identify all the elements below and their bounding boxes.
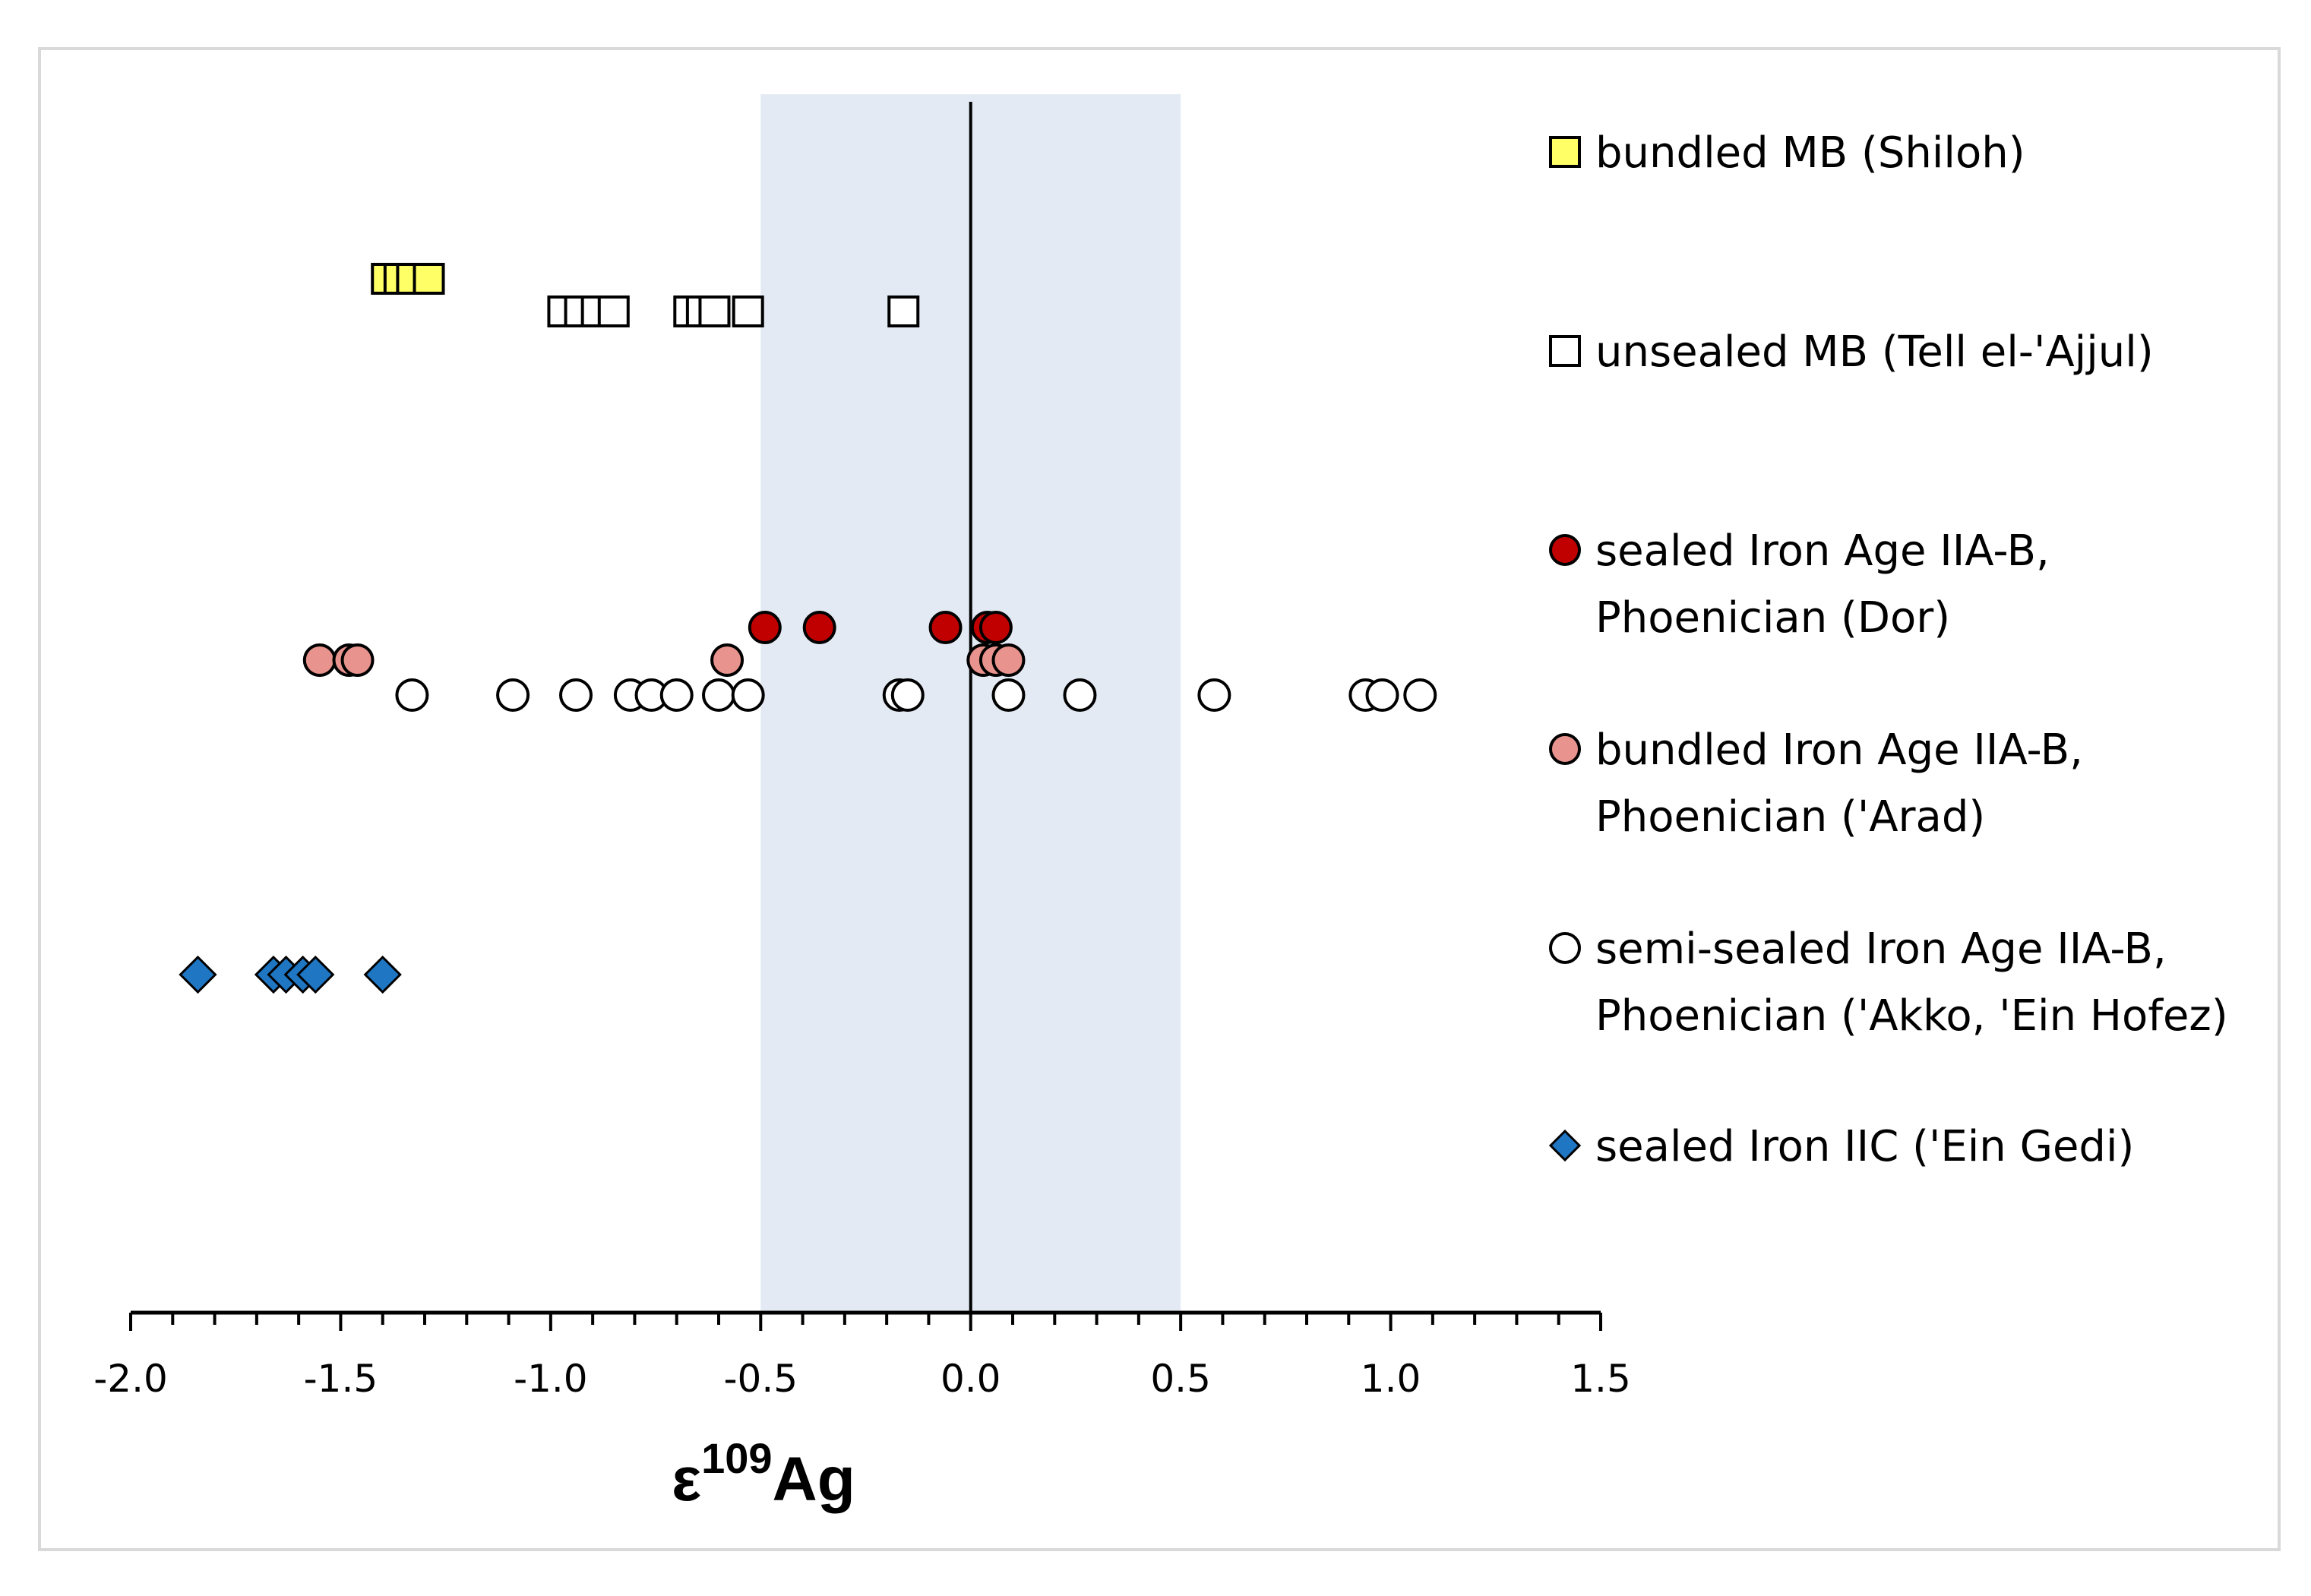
data-point-series-4 [340, 643, 375, 677]
legend-label-3: sealed Iron Age IIA-B, [1595, 526, 2050, 576]
x-axis-title-base: ε [672, 1445, 701, 1514]
data-point-series-5 [1403, 678, 1437, 712]
data-point-series-3 [748, 611, 782, 644]
data-point-series-5 [731, 678, 765, 712]
data-point-series-2 [597, 295, 630, 327]
legend-label-6: sealed Iron IIC ('Ein Gedi) [1595, 1122, 2134, 1171]
data-point-series-6 [363, 955, 402, 994]
x-axis-title-superscript: 109 [701, 1434, 772, 1482]
data-point-series-2 [732, 295, 764, 327]
legend-label-1: bundled MB (Shiloh) [1595, 128, 2025, 178]
data-point-series-5 [991, 678, 1026, 712]
data-point-series-5 [1197, 678, 1231, 712]
data-point-series-5 [890, 678, 925, 712]
legend-marker-6 [1548, 1129, 1582, 1162]
x-tick-label: 1.0 [1361, 1357, 1421, 1401]
data-point-series-4 [991, 643, 1026, 677]
data-point-series-4 [710, 643, 745, 677]
x-axis-title: ε109Ag [672, 1434, 855, 1514]
data-point-series-5 [496, 678, 530, 712]
legend-marker-3 [1549, 534, 1581, 566]
data-point-series-4 [302, 643, 337, 677]
data-point-series-2 [887, 295, 920, 327]
x-tick-label: 0.0 [941, 1357, 1001, 1401]
data-point-series-3 [802, 611, 836, 644]
legend-label-5: Phoenician ('Akko, 'Ein Hofez) [1595, 991, 2228, 1041]
data-point-series-5 [1063, 678, 1097, 712]
x-tick-label: -2.0 [93, 1357, 168, 1401]
x-tick-label: 0.5 [1150, 1357, 1211, 1401]
data-point-series-5 [395, 678, 429, 712]
legend-label-4: bundled Iron Age IIA-B, [1595, 725, 2083, 775]
data-point-series-3 [978, 611, 1013, 644]
chart-frame [38, 47, 2281, 1551]
x-tick-label: -1.5 [304, 1357, 378, 1401]
data-point-series-5 [1365, 678, 1399, 712]
data-point-series-6 [179, 955, 217, 994]
data-point-series-1 [413, 263, 445, 295]
legend-marker-1 [1549, 136, 1581, 168]
data-point-series-5 [702, 678, 735, 712]
data-point-series-5 [559, 678, 593, 712]
legend-label-3: Phoenician (Dor) [1595, 593, 1950, 643]
x-axis-title-suffix: Ag [773, 1445, 855, 1514]
legend-label-5: semi-sealed Iron Age IIA-B, [1595, 924, 2167, 974]
data-point-series-5 [659, 678, 694, 712]
legend-marker-2 [1549, 335, 1581, 367]
x-tick-label: 1.5 [1570, 1357, 1631, 1401]
legend-marker-5 [1549, 932, 1581, 964]
x-tick-label: -0.5 [724, 1357, 798, 1401]
legend-label-4: Phoenician ('Arad) [1595, 792, 1985, 842]
x-tick-label: -1.0 [514, 1357, 588, 1401]
legend-label-2: unsealed MB (Tell el-'Ajjul) [1595, 327, 2154, 377]
legend-marker-4 [1549, 733, 1581, 765]
data-point-series-3 [928, 611, 963, 644]
data-point-series-2 [698, 295, 731, 327]
data-point-series-6 [296, 955, 335, 994]
